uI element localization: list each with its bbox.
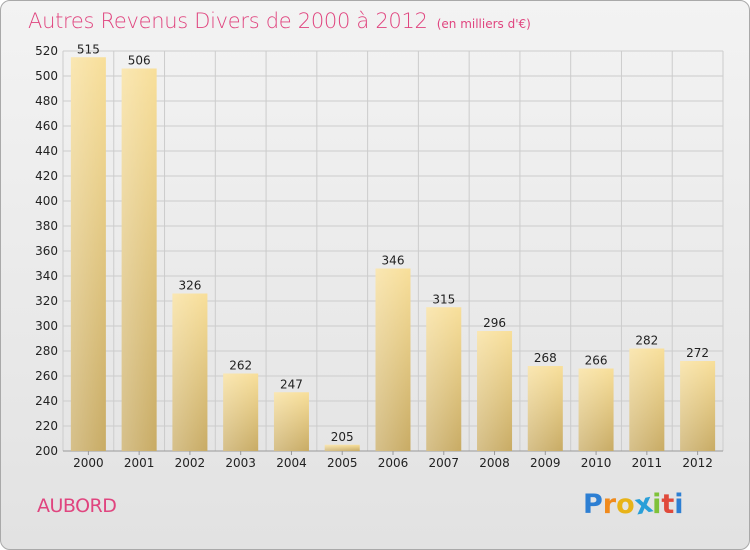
bar-highlight — [375, 268, 411, 451]
y-tick-label: 300 — [35, 319, 58, 333]
bar-highlight — [578, 368, 614, 451]
x-tick-label: 2002 — [175, 456, 206, 470]
bar-highlight — [121, 68, 157, 451]
chart-title: Autres Revenus Divers de 2000 à 2012 (en… — [28, 9, 531, 33]
x-tick-label: 2004 — [276, 456, 307, 470]
bar-highlight — [629, 348, 665, 451]
data-label: 268 — [534, 351, 557, 365]
data-label: 272 — [686, 346, 709, 360]
y-tick-label: 380 — [35, 219, 58, 233]
x-tick-label: 2011 — [632, 456, 663, 470]
data-label: 326 — [178, 279, 201, 293]
x-tick-label: 2005 — [327, 456, 358, 470]
y-tick-label: 200 — [35, 444, 58, 458]
chart-unit-text: (en milliers d'€) — [436, 17, 531, 31]
y-tick-label: 520 — [35, 44, 58, 58]
y-tick-label: 480 — [35, 94, 58, 108]
data-label: 346 — [382, 254, 405, 268]
bar-highlight — [426, 307, 462, 451]
data-label: 205 — [331, 430, 354, 444]
logo-letter: r — [602, 489, 617, 520]
logo-letter: i — [652, 489, 662, 520]
data-label: 515 — [77, 42, 100, 56]
logo-letter: i — [674, 489, 684, 520]
y-tick-label: 500 — [35, 69, 58, 83]
y-tick-label: 220 — [35, 419, 58, 433]
x-tick-label: 2012 — [682, 456, 713, 470]
bar-highlight — [70, 57, 106, 451]
proxiti-logo: Proxiti — [583, 488, 684, 522]
y-tick-label: 420 — [35, 169, 58, 183]
y-tick-label: 400 — [35, 194, 58, 208]
data-label: 262 — [229, 359, 252, 373]
data-label: 315 — [432, 292, 455, 306]
y-tick-label: 460 — [35, 119, 58, 133]
y-tick-label: 240 — [35, 394, 58, 408]
logo-letter: P — [583, 489, 603, 520]
data-label: 266 — [585, 354, 608, 368]
bar-highlight — [223, 373, 259, 451]
logo-letter: o — [616, 489, 635, 520]
bar-highlight — [527, 366, 563, 451]
bar-highlight — [172, 293, 208, 451]
y-tick-label: 260 — [35, 369, 58, 383]
bars-layer — [70, 57, 716, 451]
data-label: 506 — [128, 54, 151, 68]
x-tick-label: 2008 — [479, 456, 510, 470]
y-tick-label: 360 — [35, 244, 58, 258]
y-tick-label: 320 — [35, 294, 58, 308]
x-tick-label: 2009 — [530, 456, 561, 470]
x-tick-label: 2006 — [378, 456, 409, 470]
x-tick-label: 2000 — [73, 456, 104, 470]
x-tick-label: 2010 — [581, 456, 612, 470]
x-tick-label: 2003 — [225, 456, 256, 470]
city-name: AUBORD — [37, 495, 117, 517]
x-tick-label: 2007 — [428, 456, 459, 470]
data-label: 282 — [635, 334, 658, 348]
bar-highlight — [477, 331, 513, 451]
bar-highlight — [680, 361, 716, 451]
x-tick-label: 2001 — [124, 456, 155, 470]
y-tick-label: 440 — [35, 144, 58, 158]
data-label: 296 — [483, 316, 506, 330]
bar-highlight — [273, 392, 309, 451]
bar-highlight — [324, 444, 360, 451]
labels-layer: 200 220 240 260 280 300 320 340 360 380 400 420 440 4… — [35, 42, 713, 470]
logo-letter: t — [661, 489, 675, 520]
y-tick-label: 280 — [35, 344, 58, 358]
data-label: 247 — [280, 377, 303, 391]
chart-title-text: Autres Revenus Divers de 2000 à 2012 — [28, 9, 428, 33]
y-tick-label: 340 — [35, 269, 58, 283]
